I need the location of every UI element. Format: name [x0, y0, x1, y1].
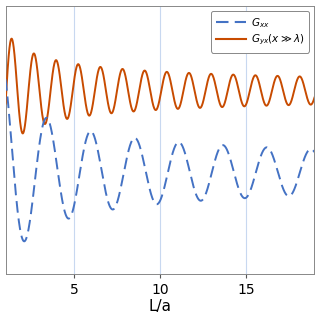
X-axis label: L/a: L/a	[148, 300, 172, 315]
Legend: $G_{xx}$, $G_{yx}(x \gg \lambda)$: $G_{xx}$, $G_{yx}(x \gg \lambda)$	[211, 11, 309, 52]
